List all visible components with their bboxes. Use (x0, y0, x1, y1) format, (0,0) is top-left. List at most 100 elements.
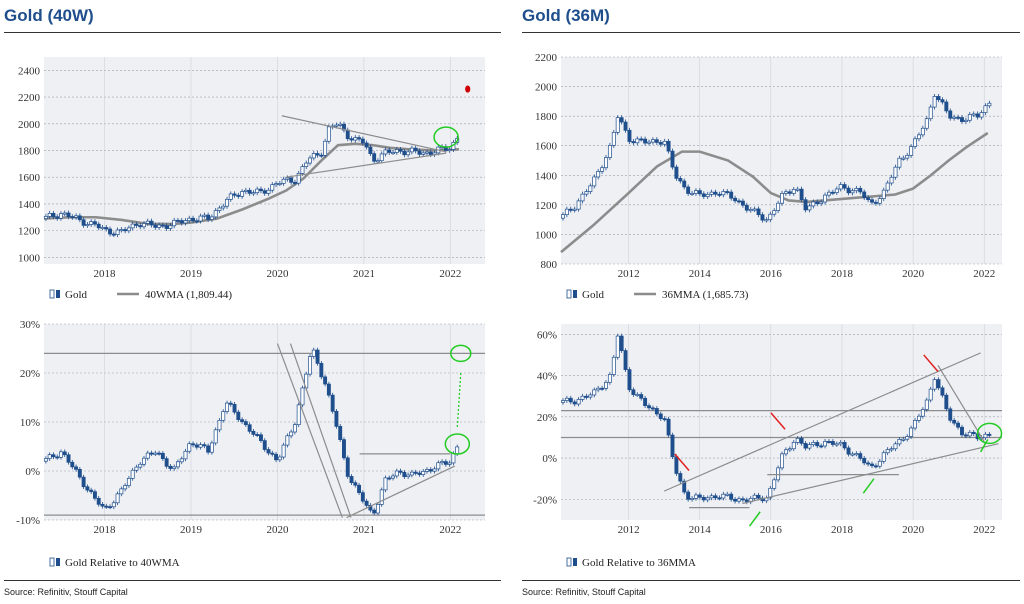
candle-body (783, 191, 788, 194)
moving-average-line (43, 142, 460, 226)
candle-body (202, 214, 207, 217)
candle-body (172, 466, 177, 469)
candle-body (225, 199, 229, 207)
candle-body (924, 118, 929, 129)
candle-body (635, 138, 640, 144)
candle-body (760, 214, 765, 221)
candle-body (142, 457, 146, 465)
candle-body (932, 379, 937, 390)
candle-body (627, 129, 632, 142)
candle-body (183, 450, 188, 460)
candle-body (619, 117, 624, 123)
candle-body (619, 335, 624, 351)
candle-body (870, 463, 874, 467)
candle-body (936, 96, 941, 101)
candle-body (572, 208, 577, 211)
candle-body (55, 216, 60, 219)
candle-body (111, 502, 116, 508)
candle-body (292, 181, 297, 184)
candle-body (803, 442, 808, 449)
candle-body (572, 401, 577, 405)
candle-body (787, 448, 792, 451)
candle-body (948, 408, 953, 421)
candle-body (877, 460, 882, 467)
candle-body (740, 200, 745, 206)
candle-body (417, 472, 422, 475)
right-source-rule (522, 580, 1020, 581)
candle-body (447, 462, 452, 465)
candle-body (928, 388, 933, 401)
candle-body (913, 138, 917, 147)
candle-body (191, 217, 195, 222)
candle-body (402, 471, 407, 478)
candle-body (270, 184, 275, 191)
candle-body (909, 427, 914, 437)
candle-body (251, 430, 256, 435)
candle-body (658, 142, 663, 145)
candle-body (678, 473, 683, 482)
candle-body (247, 424, 252, 432)
candle-body (398, 149, 403, 152)
legend-candle-up-icon (49, 557, 55, 567)
candle-body (221, 411, 226, 421)
candle-body (221, 205, 226, 209)
candle-body (596, 171, 601, 178)
candle-body (713, 191, 718, 195)
candle-body (274, 183, 279, 186)
candle-body (447, 149, 452, 152)
candle-body (394, 149, 399, 153)
y-tick-label: 20% (537, 412, 557, 424)
x-tick-label: 2016 (760, 268, 783, 280)
candle-body (596, 387, 601, 391)
candle-body (149, 220, 154, 226)
candle-body (678, 178, 683, 182)
candle-body (304, 162, 309, 167)
candle-body (709, 191, 714, 195)
candle-body (240, 419, 245, 422)
x-tick-label: 2022 (973, 524, 995, 536)
candle-body (383, 149, 388, 155)
candle-body (744, 204, 749, 211)
candle-body (126, 478, 131, 486)
candle-body (877, 198, 882, 204)
candle-body (987, 433, 992, 436)
candle-body (737, 200, 741, 203)
x-tick-label: 2018 (94, 524, 117, 536)
candle-body (62, 451, 67, 456)
y-tick-label: -10% (16, 515, 40, 527)
x-tick-label: 2020 (902, 268, 925, 280)
candle-body (815, 442, 820, 447)
candle-body (59, 213, 63, 219)
candle-body (854, 453, 859, 456)
candle-body (153, 452, 158, 455)
candle-body (108, 506, 112, 509)
candle-body (780, 193, 784, 204)
candle-body (176, 219, 180, 222)
moving-average-line (560, 131, 989, 254)
candle-body (409, 147, 414, 153)
candle-body (77, 469, 82, 478)
candle-body (323, 376, 328, 385)
candle-body (281, 178, 286, 184)
candle-body (866, 462, 871, 465)
candle-body (600, 167, 605, 172)
candle-body (721, 191, 726, 196)
candle-body (353, 482, 358, 486)
candle-body (905, 436, 910, 440)
y-tick-label: 1000 (535, 229, 558, 241)
candle-body (838, 442, 843, 445)
candle-body (662, 418, 667, 421)
candle-body (342, 439, 346, 459)
candle-body (413, 147, 418, 152)
highlight-circle (976, 422, 1003, 445)
candle-body (952, 419, 957, 424)
candle-body (191, 443, 195, 446)
candle-body (315, 349, 320, 364)
candle-body (917, 134, 921, 140)
candle-body (228, 402, 233, 405)
x-tick-label: 2022 (973, 268, 995, 280)
candle-body (149, 452, 154, 455)
candle-body (920, 409, 925, 417)
x-tick-label: 2019 (180, 268, 203, 280)
